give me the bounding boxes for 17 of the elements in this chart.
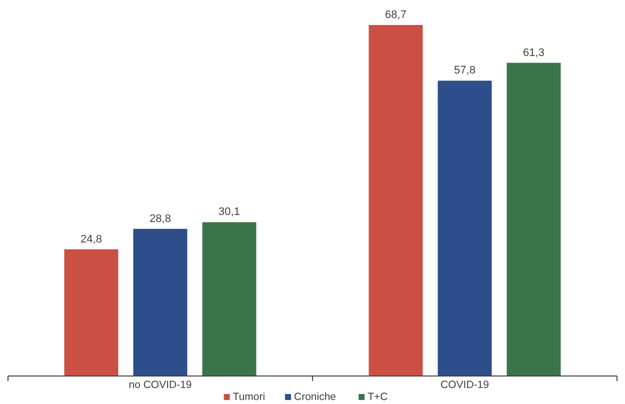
data-label: 57,8 xyxy=(454,64,476,77)
x-tick-label: COVID-19 xyxy=(440,379,490,391)
bar xyxy=(506,62,561,376)
data-label: 24,8 xyxy=(80,233,102,246)
x-tick-label: no COVID-19 xyxy=(128,379,192,391)
bar xyxy=(368,25,423,376)
bar xyxy=(133,228,188,376)
legend-label: T+C xyxy=(368,391,388,403)
data-label: 28,8 xyxy=(150,212,171,225)
data-label: 30,1 xyxy=(218,206,240,218)
bar xyxy=(438,80,492,376)
data-label: 61,3 xyxy=(523,46,544,59)
legend-label: Croniche xyxy=(294,391,336,403)
bar xyxy=(64,249,118,376)
bar xyxy=(202,222,256,376)
data-label: 68,7 xyxy=(385,9,406,21)
legend-label: Tumori xyxy=(232,391,266,403)
